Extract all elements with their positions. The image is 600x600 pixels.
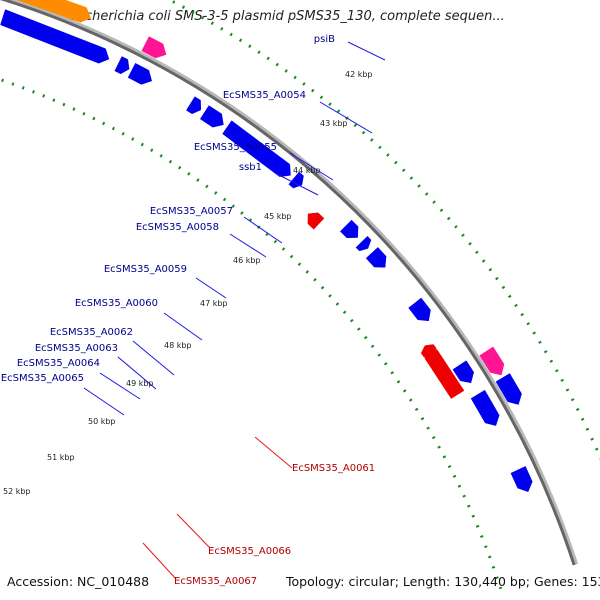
gene-label-ecsms35_a0058[interactable]: EcSMS35_A0058 <box>136 222 219 233</box>
gene-label-ecsms35_a0066[interactable]: EcSMS35_A0066 <box>208 546 291 557</box>
gene-arrow[interactable] <box>340 219 359 239</box>
gene-arrow-long[interactable] <box>222 120 291 177</box>
gene-label-ecsms35_a0059[interactable]: EcSMS35_A0059 <box>104 264 187 275</box>
tick-label-47-kbp: 47 kbp <box>200 299 228 308</box>
leader-line <box>195 277 227 299</box>
map-title: Escherichia coli SMS-3-5 plasmid pSMS35_… <box>70 9 505 24</box>
gene-block-orange[interactable] <box>0 0 91 23</box>
tick-label-45-kbp: 45 kbp <box>264 212 292 221</box>
gene-arrow[interactable] <box>452 360 474 384</box>
leader-line <box>243 216 283 244</box>
tick-label-50-kbp: 50 kbp <box>88 417 116 426</box>
gene-block-pink[interactable] <box>141 36 167 59</box>
gene-label-ecsms35_a0054[interactable]: EcSMS35_A0054 <box>223 90 306 101</box>
gene-label-ecsms35_a0067[interactable]: EcSMS35_A0067 <box>174 576 257 587</box>
gene-label-ecsms35_a0057[interactable]: EcSMS35_A0057 <box>150 206 233 217</box>
tick-label-43-kbp: 43 kbp <box>320 119 348 128</box>
gene-label-ecsms35_a0055[interactable]: EcSMS35_A0055 <box>194 142 277 153</box>
leader-line <box>163 312 203 341</box>
leader-line-reverse <box>142 542 177 580</box>
gene-arrow[interactable] <box>470 389 500 426</box>
kbp-tick-labels: 42 kbp 43 kbp 44 kbp 45 kbp 46 kbp 47 kbp 48 k… <box>3 70 373 496</box>
gene-arrow[interactable] <box>365 247 387 268</box>
tick-label-44-kbp: 44 kbp <box>293 166 321 175</box>
gene-label-ecsms35_a0060[interactable]: EcSMS35_A0060 <box>75 298 158 309</box>
leader-line <box>99 372 141 400</box>
leader-line-reverse <box>176 513 211 549</box>
gene-labels: psiB EcSMS35_A0054 EcSMS35_A0055 ssb1 EcSMS3… <box>1 34 375 587</box>
leader-line <box>289 152 334 181</box>
gene-arrow[interactable] <box>495 373 522 405</box>
gene-arrow-reverse-long[interactable] <box>424 347 465 399</box>
tick-label-46-kbp: 46 kbp <box>233 256 261 265</box>
gene-label-ecsms35_a0062[interactable]: EcSMS35_A0062 <box>50 327 133 338</box>
gene-label-psib[interactable]: psiB <box>314 34 335 45</box>
summary-label: Topology: circular; Length: 130,440 bp; … <box>286 574 600 589</box>
gene-arrow[interactable] <box>127 63 152 85</box>
gene-label-ecsms35_a0061[interactable]: EcSMS35_A0061 <box>292 463 375 474</box>
leader-line <box>274 172 319 196</box>
gene-label-ssb1[interactable]: ssb1 <box>239 162 262 173</box>
gene-label-ecsms35_a0063[interactable]: EcSMS35_A0063 <box>35 343 118 354</box>
tick-label-42-kbp: 42 kbp <box>345 70 373 79</box>
leader-line <box>319 101 373 134</box>
gene-arrow-small[interactable] <box>288 171 304 189</box>
accession-label: Accession: NC_010488 <box>7 574 150 589</box>
gene-arrow[interactable] <box>510 466 533 492</box>
gene-arrow-small[interactable] <box>186 96 202 115</box>
outer-dotted-ring <box>166 0 600 461</box>
gene-arrow[interactable] <box>200 105 224 128</box>
tick-label-48-kbp: 48 kbp <box>164 341 192 350</box>
gene-arrow-small[interactable] <box>114 56 130 75</box>
leader-line <box>83 387 125 416</box>
gene-label-ecsms35_a0064[interactable]: EcSMS35_A0064 <box>17 358 100 369</box>
inner-dotted-ring <box>0 77 503 590</box>
leader-line <box>347 41 386 61</box>
gene-label-ecsms35_a0065[interactable]: EcSMS35_A0065 <box>1 373 84 384</box>
leader-line <box>117 356 157 390</box>
tick-label-52-kbp: 52 kbp <box>3 487 31 496</box>
gene-arrow-reverse[interactable] <box>307 212 325 230</box>
label-leader-lines <box>83 41 386 580</box>
tick-label-49-kbp: 49 kbp <box>126 379 154 388</box>
leader-line <box>229 233 267 258</box>
leader-line-reverse <box>254 436 293 469</box>
gene-arrow[interactable] <box>408 297 431 322</box>
backbone-shadow <box>3 0 579 566</box>
gene-block-pink[interactable] <box>479 346 505 376</box>
leader-line <box>132 340 175 376</box>
gene-features <box>0 0 533 492</box>
tick-label-51-kbp: 51 kbp <box>47 453 75 462</box>
backbone-line <box>0 0 576 566</box>
backbone-ring <box>0 0 579 566</box>
gene-arrow-small[interactable] <box>355 236 372 252</box>
gene-arrow-long[interactable] <box>0 9 110 64</box>
